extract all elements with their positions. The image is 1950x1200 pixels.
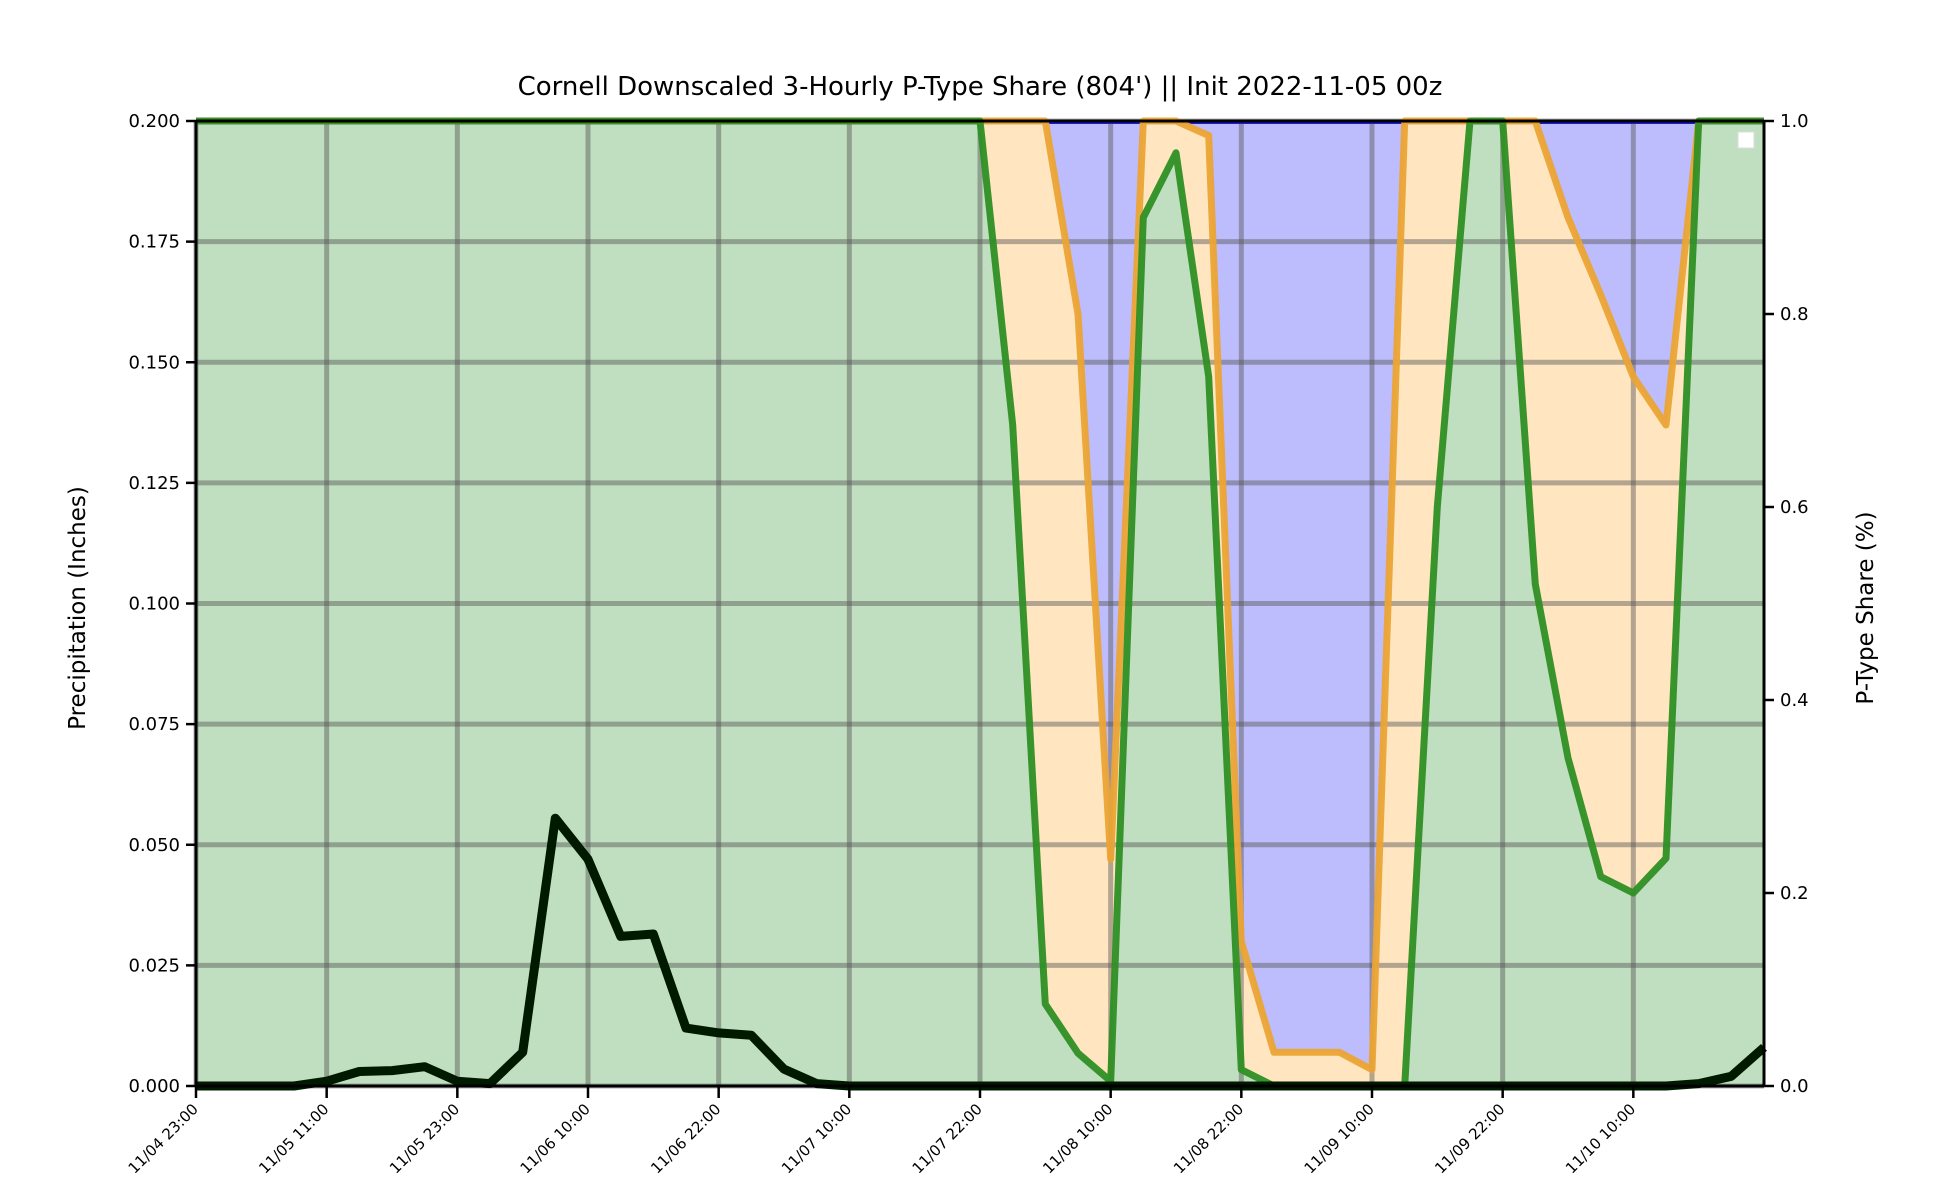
x-tick-label: 11/06 10:00 [517,1100,594,1177]
rain-share-area [196,121,1764,1086]
y-tick-label: 0.175 [128,232,180,253]
x-tick-label: 11/07 10:00 [778,1100,855,1177]
x-tick-label: 11/09 10:00 [1301,1100,1378,1177]
x-tick-label: 11/08 22:00 [1170,1100,1247,1177]
axes [186,119,1774,1098]
legend-box [1737,131,1755,149]
x-tick-label: 11/10 10:00 [1562,1100,1639,1177]
y-tick-label: 0.050 [128,835,180,856]
y2-tick-label: 0.6 [1780,497,1809,518]
x-tick-label: 11/05 23:00 [386,1100,463,1177]
x-tick-label: 11/05 11:00 [255,1100,332,1177]
share-fills [196,121,1764,1086]
x-tick-label: 11/08 10:00 [1039,1100,1116,1177]
y-axis-label: Precipitation (Inches) [65,486,91,730]
y-tick-label: 0.075 [128,714,180,735]
y2-tick-label: 0.4 [1780,690,1809,711]
chart-title: Cornell Downscaled 3-Hourly P-Type Share… [518,72,1443,102]
y2-axis-label: P-Type Share (%) [1853,511,1879,704]
y-tick-label: 0.150 [128,352,180,373]
y-tick-label: 0.200 [128,111,180,132]
y-tick-label: 0.125 [128,473,180,494]
y-tick-label: 0.025 [128,955,180,976]
x-tick-label: 11/06 22:00 [647,1100,724,1177]
y2-tick-label: 0.0 [1780,1076,1809,1097]
x-tick-label: 11/09 22:00 [1431,1100,1508,1177]
x-tick-label: 11/07 22:00 [909,1100,986,1177]
y-tick-label: 0.000 [128,1076,180,1097]
y-tick-label: 0.100 [128,594,180,615]
y2-tick-label: 0.8 [1780,304,1809,325]
x-tick-label: 11/04 23:00 [125,1100,202,1177]
y2-tick-label: 0.2 [1780,883,1809,904]
y2-tick-label: 1.0 [1780,111,1809,132]
